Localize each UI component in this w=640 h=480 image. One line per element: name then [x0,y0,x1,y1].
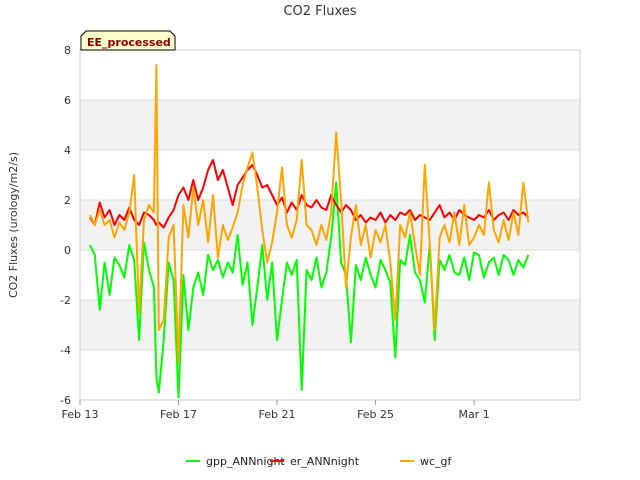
legend-item-er-annnight: er_ANNnight [270,455,360,468]
series-lines [89,64,530,399]
y-axis-ticks: -6 -4 -2 0 2 4 6 8 [60,44,71,407]
legend-label: er_ANNnight [290,455,360,468]
badge-box [80,30,176,51]
chart-title: CO2 Fluxes [283,4,356,19]
legend-label: wc_gf [420,455,453,468]
legend-item-gpp-annnight: gpp_ANNnight [186,455,285,468]
series-line-wc-gf [89,64,530,364]
y-tick-label: 6 [64,94,71,107]
y-tick-label: 2 [64,194,71,207]
y-tick-label: -4 [60,344,71,357]
legend-label: gpp_ANNnight [206,455,285,468]
x-tick-label: Feb 13 [62,408,99,421]
legend: gpp_ANNnight er_ANNnight wc_gf [186,455,453,468]
x-tick-label: Feb 17 [160,408,197,421]
y-tick-label: 0 [64,244,71,257]
plot-background-bands [80,100,580,350]
ee-processed-badge: EE_processed [80,30,176,51]
y-tick-label: -6 [60,394,71,407]
plot-band [80,100,580,150]
legend-item-wc-gf: wc_gf [400,455,453,468]
y-axis-label: CO2 Fluxes (urology/m2/s) [7,152,20,298]
x-tick-label: Feb 21 [259,408,296,421]
y-tick-label: 4 [64,144,71,157]
plot-frame [79,49,581,401]
x-tick-label: Feb 25 [357,408,394,421]
x-axis-ticks: Feb 13 Feb 17 Feb 21 Feb 25 Mar 1 [62,400,490,421]
y-tick-label: -2 [60,294,71,307]
badge-label: EE_processed [87,36,171,49]
y-tick-label: 8 [64,44,71,57]
x-tick-label: Mar 1 [458,408,489,421]
series-line-gpp-annnight [89,181,530,399]
